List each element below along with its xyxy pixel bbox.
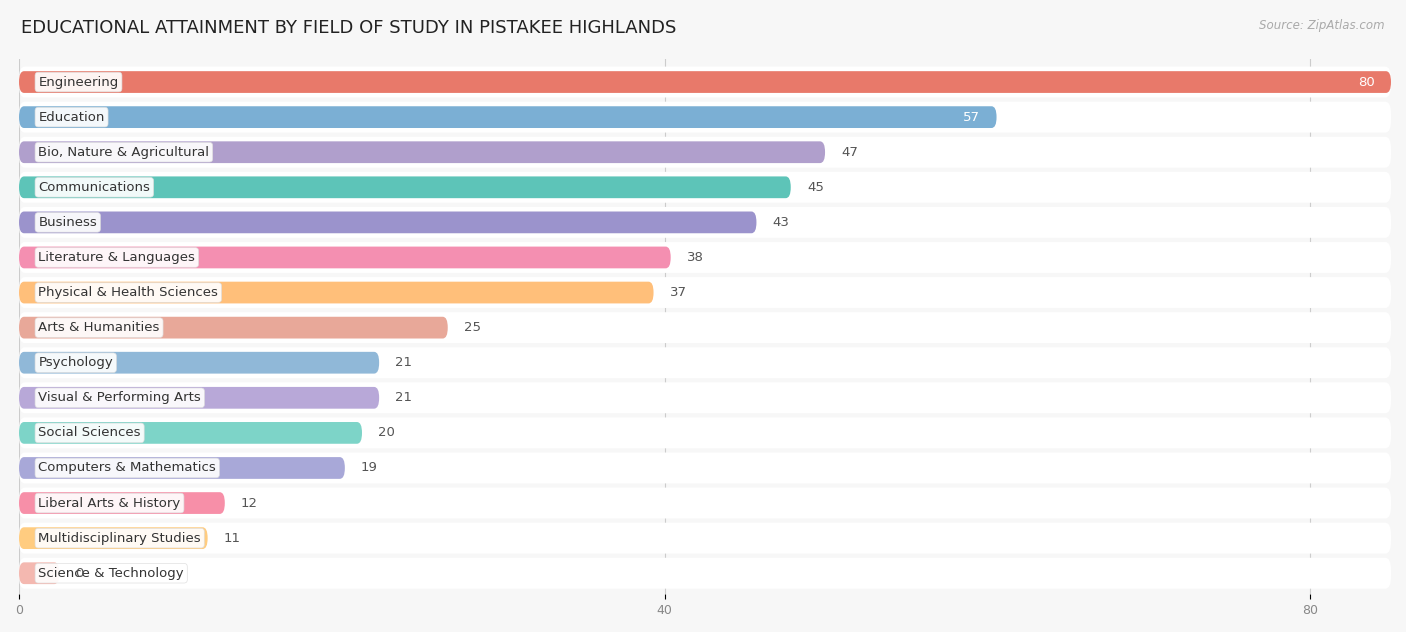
FancyBboxPatch shape (20, 106, 997, 128)
Text: Visual & Performing Arts: Visual & Performing Arts (38, 391, 201, 404)
FancyBboxPatch shape (20, 71, 1391, 93)
FancyBboxPatch shape (20, 312, 1391, 343)
Text: Source: ZipAtlas.com: Source: ZipAtlas.com (1260, 19, 1385, 32)
FancyBboxPatch shape (20, 387, 380, 409)
FancyBboxPatch shape (20, 212, 756, 233)
FancyBboxPatch shape (20, 558, 1391, 588)
Text: Physical & Health Sciences: Physical & Health Sciences (38, 286, 218, 299)
Text: 25: 25 (464, 321, 481, 334)
FancyBboxPatch shape (20, 457, 344, 479)
Text: Computers & Mathematics: Computers & Mathematics (38, 461, 217, 475)
FancyBboxPatch shape (20, 317, 447, 339)
Text: Literature & Languages: Literature & Languages (38, 251, 195, 264)
Text: 57: 57 (963, 111, 980, 124)
Text: 37: 37 (669, 286, 686, 299)
Text: Liberal Arts & History: Liberal Arts & History (38, 497, 180, 509)
FancyBboxPatch shape (20, 422, 361, 444)
Text: Education: Education (38, 111, 104, 124)
Text: Communications: Communications (38, 181, 150, 194)
Text: Arts & Humanities: Arts & Humanities (38, 321, 160, 334)
Text: 43: 43 (772, 216, 789, 229)
Text: Bio, Nature & Agricultural: Bio, Nature & Agricultural (38, 146, 209, 159)
FancyBboxPatch shape (20, 172, 1391, 203)
FancyBboxPatch shape (20, 562, 59, 584)
FancyBboxPatch shape (20, 488, 1391, 518)
Text: 19: 19 (361, 461, 378, 475)
Text: 12: 12 (240, 497, 257, 509)
Text: EDUCATIONAL ATTAINMENT BY FIELD OF STUDY IN PISTAKEE HIGHLANDS: EDUCATIONAL ATTAINMENT BY FIELD OF STUDY… (21, 19, 676, 37)
FancyBboxPatch shape (20, 453, 1391, 483)
FancyBboxPatch shape (20, 352, 380, 374)
FancyBboxPatch shape (20, 523, 1391, 554)
FancyBboxPatch shape (20, 207, 1391, 238)
Text: 47: 47 (841, 146, 858, 159)
Text: 0: 0 (76, 567, 84, 580)
Text: Engineering: Engineering (38, 76, 118, 88)
Text: Social Sciences: Social Sciences (38, 427, 141, 439)
FancyBboxPatch shape (20, 142, 825, 163)
FancyBboxPatch shape (20, 277, 1391, 308)
Text: Science & Technology: Science & Technology (38, 567, 184, 580)
FancyBboxPatch shape (20, 382, 1391, 413)
FancyBboxPatch shape (20, 282, 654, 303)
FancyBboxPatch shape (20, 242, 1391, 273)
Text: 38: 38 (688, 251, 704, 264)
Text: 21: 21 (395, 391, 412, 404)
Text: Multidisciplinary Studies: Multidisciplinary Studies (38, 532, 201, 545)
FancyBboxPatch shape (20, 102, 1391, 133)
FancyBboxPatch shape (20, 66, 1391, 97)
FancyBboxPatch shape (20, 246, 671, 269)
FancyBboxPatch shape (20, 347, 1391, 378)
FancyBboxPatch shape (20, 137, 1391, 167)
Text: 80: 80 (1358, 76, 1375, 88)
Text: 45: 45 (807, 181, 824, 194)
Text: 20: 20 (378, 427, 395, 439)
Text: Business: Business (38, 216, 97, 229)
FancyBboxPatch shape (20, 418, 1391, 448)
FancyBboxPatch shape (20, 176, 790, 198)
Text: Psychology: Psychology (38, 356, 112, 369)
FancyBboxPatch shape (20, 492, 225, 514)
FancyBboxPatch shape (20, 527, 208, 549)
Text: 11: 11 (224, 532, 240, 545)
Text: 21: 21 (395, 356, 412, 369)
